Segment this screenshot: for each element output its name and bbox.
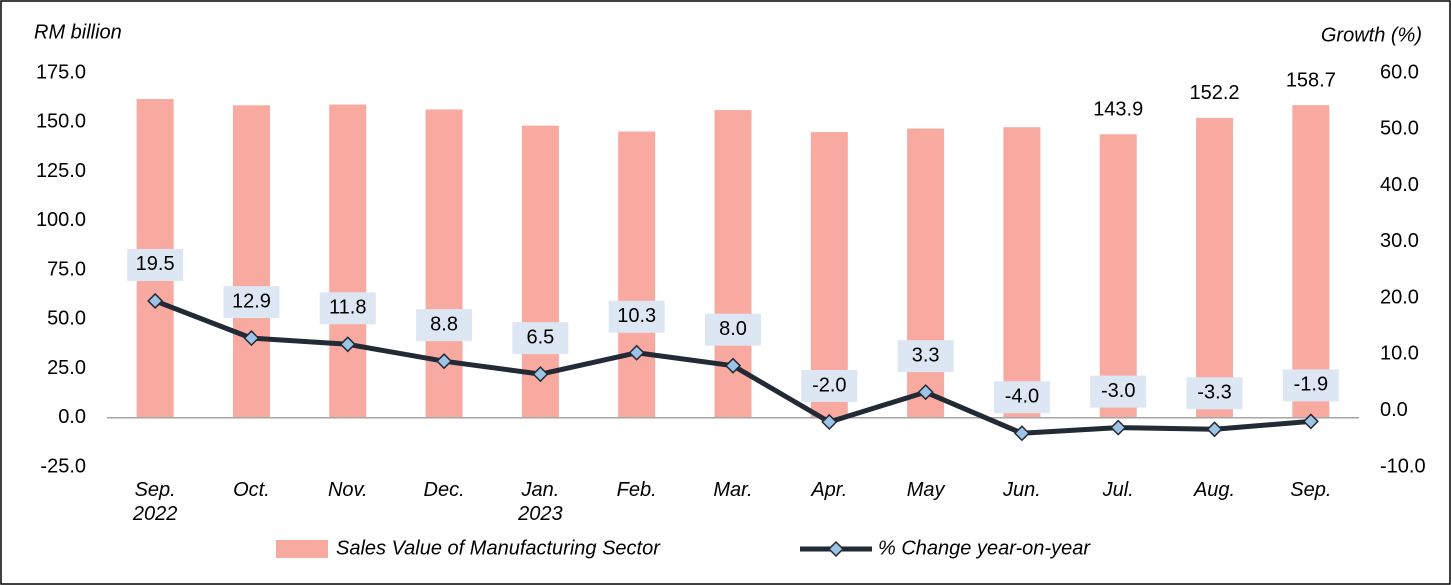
line-value-label: -3.3 (1197, 382, 1231, 404)
legend-marker (827, 540, 845, 558)
value-label-box (127, 248, 184, 281)
line-value-label: 3.3 (912, 344, 940, 366)
value-label-box (1282, 369, 1339, 402)
bar (329, 104, 367, 418)
y2-tick-label: 20.0 (1380, 286, 1419, 308)
x-tick-label: Aug. (1193, 479, 1236, 501)
y2-tick-label: 10.0 (1380, 343, 1419, 365)
legend-label: Sales Value of Manufacturing Sector (336, 537, 661, 559)
value-label-box (416, 309, 473, 342)
bar (1003, 127, 1041, 418)
y2-tick-label: 0.0 (1380, 399, 1408, 421)
value-label-box (993, 381, 1050, 414)
line-marker (917, 384, 934, 401)
line-value-label: 12.9 (232, 290, 271, 312)
bar (1292, 105, 1330, 418)
line-value-label: 6.5 (526, 326, 554, 348)
line-marker (628, 344, 645, 361)
bar (907, 128, 945, 418)
x-tick-label: Apr. (811, 479, 848, 501)
bar (1099, 134, 1137, 418)
line-value-label: -1.9 (1294, 374, 1328, 396)
y-tick-label: -25.0 (40, 455, 86, 477)
y2-axis-title: Growth (%) (1321, 24, 1422, 46)
y-tick-label: 175.0 (36, 61, 86, 83)
legend-swatch (276, 540, 328, 558)
line-value-label: 8.8 (430, 313, 458, 335)
y-tick-label: 100.0 (36, 209, 86, 231)
line-marker (1206, 421, 1223, 438)
bar-value-label: 152.2 (1190, 82, 1240, 104)
line-marker (1110, 419, 1127, 436)
x-tick-label: May (906, 479, 945, 501)
value-label-box (1090, 375, 1147, 408)
line-value-label: 19.5 (136, 253, 175, 275)
line-value-label: 8.0 (719, 318, 747, 340)
line-marker (1013, 425, 1030, 442)
line-marker (339, 336, 356, 353)
y-axis-title: RM billion (34, 21, 122, 43)
line-marker (1302, 413, 1319, 430)
y2-tick-label: -10.0 (1380, 455, 1426, 477)
line-value-label: -3.0 (1101, 380, 1135, 402)
line-marker (436, 353, 453, 370)
line-marker (821, 413, 838, 431)
line-marker (147, 292, 164, 310)
x-tick-label: Dec. (423, 479, 465, 501)
x-tick-label: Sep. 2022 (132, 479, 178, 525)
value-label-box (223, 286, 280, 319)
value-label-box (1186, 377, 1243, 410)
bar-value-label: 143.9 (1093, 99, 1143, 121)
y-tick-label: 125.0 (36, 160, 86, 182)
x-tick-label: Jul. (1102, 479, 1134, 501)
y2-tick-label: 40.0 (1380, 174, 1419, 196)
line-marker (243, 330, 260, 347)
y2-tick-label: 60.0 (1380, 61, 1419, 83)
y-tick-label: 0.0 (58, 406, 86, 428)
bar-value-label: 158.7 (1286, 69, 1336, 91)
x-tick-label: Oct. (233, 479, 270, 501)
legend-label: % Change year-on-year (878, 537, 1091, 559)
line-value-label: 10.3 (617, 305, 656, 327)
x-tick-label: Jun. (1003, 479, 1041, 501)
bar (232, 105, 270, 418)
x-tick-label: Jan. 2023 (518, 479, 563, 525)
line-value-label: -2.0 (812, 374, 846, 396)
line-value-label: -4.0 (1005, 386, 1039, 408)
x-tick-label: Feb. (616, 479, 657, 501)
y2-tick-label: 30.0 (1380, 230, 1419, 252)
line-value-label: 11.8 (329, 297, 366, 319)
bar (618, 131, 656, 418)
bar (425, 109, 463, 418)
x-tick-label: Mar. (713, 479, 753, 501)
value-label-box (608, 300, 665, 333)
x-tick-label: Nov. (327, 479, 368, 501)
bar (1196, 117, 1234, 418)
y-tick-label: 75.0 (47, 258, 86, 280)
line-marker (532, 366, 549, 383)
value-label-box (705, 313, 761, 346)
y2-tick-label: 50.0 (1380, 118, 1419, 140)
value-label-box (512, 322, 569, 355)
line-marker (724, 357, 742, 374)
y-tick-label: 25.0 (47, 357, 86, 379)
y-tick-label: 150.0 (36, 111, 86, 133)
value-label-box (897, 340, 954, 373)
x-tick-label: Sep. (1290, 479, 1332, 501)
value-label-box (319, 292, 376, 325)
y-tick-label: 50.0 (47, 308, 86, 330)
value-label-box (801, 369, 858, 402)
